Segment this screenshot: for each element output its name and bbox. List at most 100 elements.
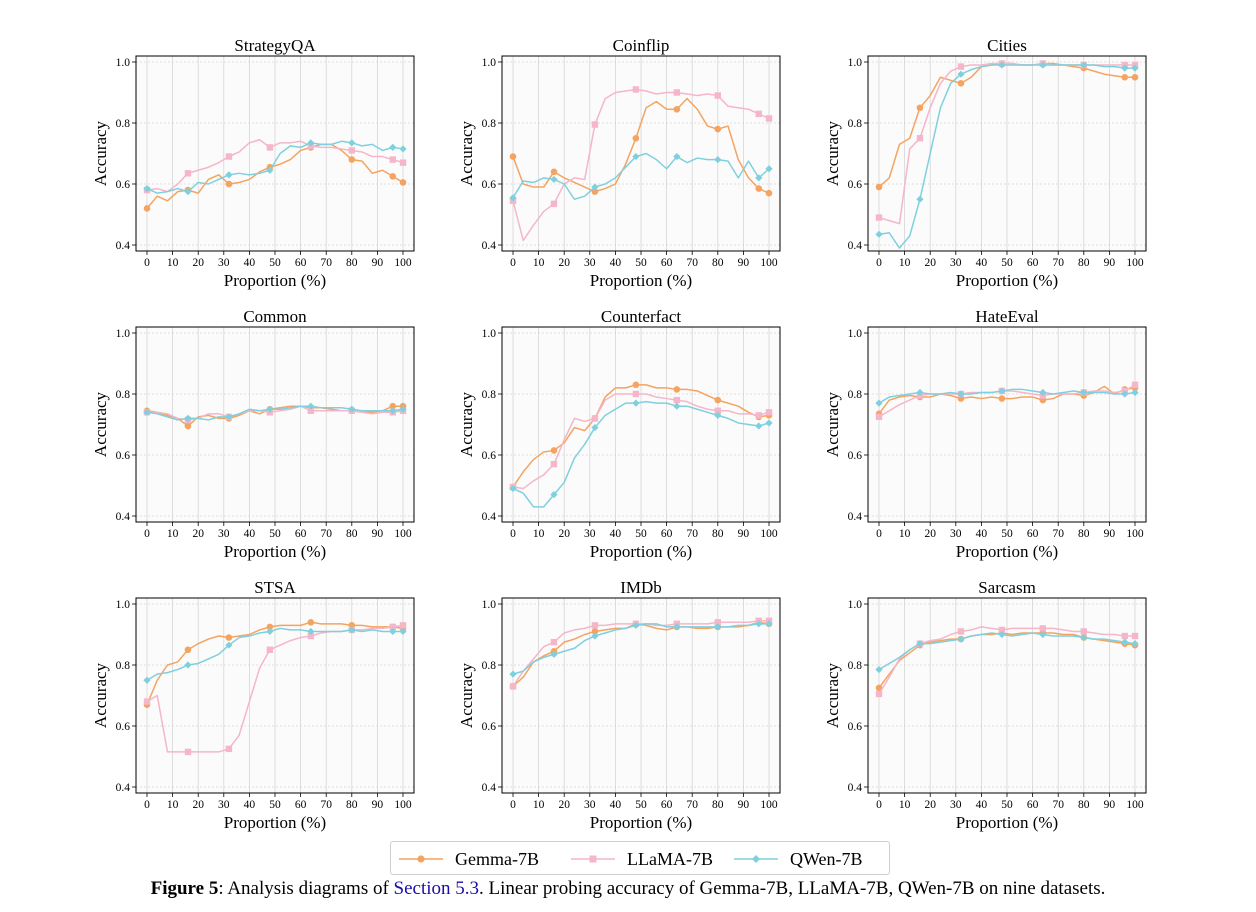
- data-point: [957, 390, 965, 398]
- x-tick-label: 40: [976, 799, 988, 811]
- x-tick-label: 20: [192, 528, 204, 540]
- x-tick-label: 60: [1027, 257, 1039, 269]
- data-point: [755, 620, 763, 628]
- y-tick-label: 0.6: [116, 721, 131, 733]
- data-point: [509, 153, 517, 160]
- y-tick-label: 0.6: [848, 450, 863, 462]
- data-point: [550, 638, 558, 646]
- data-point: [509, 484, 517, 493]
- chart-title: StrategyQA: [234, 36, 316, 55]
- data-point: [998, 630, 1006, 639]
- data-point: [714, 125, 722, 133]
- chart-hateeval: 0 10 20 30 40 50 60 70 80 90 100 0.4 0.6 0.8 1.0 HateEv…: [823, 307, 1147, 561]
- data-point: [307, 139, 315, 147]
- caption-text-after: . Linear probing accuracy of Gemma-7B, L…: [479, 878, 1106, 899]
- x-tick-label: 30: [218, 528, 230, 540]
- data-point: [714, 396, 722, 404]
- legend-swatch-gemma: [399, 855, 443, 863]
- legend-item-gemma: Gemma-7B: [399, 847, 539, 871]
- data-point: [1131, 640, 1139, 648]
- data-point: [765, 409, 773, 416]
- x-axis-label: Proportion (%): [224, 271, 326, 290]
- y-tick-label: 0.6: [116, 450, 131, 462]
- data-point: [673, 402, 681, 410]
- x-axis-label: Proportion (%): [224, 813, 326, 832]
- data-point: [389, 623, 396, 631]
- y-tick-label: 0.8: [482, 389, 497, 401]
- data-point: [714, 619, 721, 626]
- x-tick-label: 40: [610, 528, 622, 540]
- data-point: [673, 105, 681, 113]
- figure-caption: Figure 5: Analysis diagrams of Section 5…: [0, 878, 1256, 900]
- x-tick-label: 40: [610, 257, 622, 269]
- y-tick-label: 0.4: [116, 511, 131, 523]
- data-point: [307, 619, 315, 626]
- data-point: [765, 165, 773, 173]
- data-point: [550, 460, 558, 468]
- chart-counterfact: 0 10 20 30 40 50 60 70 80 90 100 0.4 0.6 0.8 1.0 Counte…: [457, 307, 781, 561]
- x-tick-label: 20: [558, 528, 570, 540]
- x-tick-label: 60: [661, 257, 673, 269]
- data-point: [765, 620, 773, 628]
- x-tick-label: 30: [584, 257, 596, 269]
- data-point: [875, 665, 883, 674]
- x-tick-label: 30: [584, 799, 596, 811]
- data-point: [1039, 61, 1047, 69]
- y-tick-label: 1.0: [482, 328, 497, 340]
- data-point: [632, 86, 640, 93]
- legend-item-qwen: QWen-7B: [734, 847, 863, 871]
- data-point: [550, 650, 558, 658]
- y-tick-label: 0.8: [116, 118, 131, 130]
- data-point: [184, 748, 192, 756]
- data-point: [184, 422, 192, 430]
- plot-frame: [135, 55, 415, 252]
- data-point: [389, 627, 397, 636]
- data-point: [591, 183, 599, 191]
- data-point: [550, 168, 558, 176]
- data-point: [307, 627, 315, 636]
- series-qwen-7b: [875, 630, 1139, 674]
- chart-common: 0 10 20 30 40 50 60 70 80 90 100 0.4 0.6 0.8 1.0 Common…: [91, 307, 415, 561]
- data-point: [399, 405, 407, 413]
- y-axis-label: Accuracy: [457, 391, 476, 457]
- x-tick-label: 80: [712, 528, 724, 540]
- data-point: [755, 110, 762, 118]
- data-point: [755, 174, 763, 182]
- y-tick-label: 1.0: [848, 328, 863, 340]
- data-point: [957, 628, 965, 635]
- x-tick-label: 20: [192, 799, 204, 811]
- x-tick-label: 50: [1001, 528, 1013, 540]
- y-axis-label: Accuracy: [823, 120, 842, 186]
- data-point: [348, 139, 356, 147]
- x-tick-label: 60: [1027, 528, 1039, 540]
- x-tick-label: 20: [924, 257, 936, 269]
- data-point: [1131, 64, 1139, 72]
- data-point: [399, 627, 407, 636]
- data-point: [765, 419, 773, 427]
- x-axis-label: Proportion (%): [590, 813, 692, 832]
- data-point: [765, 189, 773, 197]
- data-point: [673, 623, 681, 631]
- data-point: [1121, 632, 1128, 640]
- y-tick-label: 0.6: [482, 179, 497, 191]
- series-qwen-7b: [509, 399, 773, 508]
- x-tick-label: 0: [510, 528, 516, 540]
- x-tick-label: 10: [167, 799, 179, 811]
- y-axis-label: Accuracy: [457, 120, 476, 186]
- x-tick-label: 70: [686, 799, 698, 811]
- y-tick-label: 0.8: [482, 118, 497, 130]
- data-point: [399, 145, 407, 153]
- data-point: [1080, 61, 1088, 69]
- series-gemma-7b: [509, 97, 773, 197]
- data-point: [509, 670, 517, 678]
- data-point: [307, 407, 315, 414]
- legend-label-qwen: QWen-7B: [790, 848, 863, 869]
- x-tick-label: 30: [950, 528, 962, 540]
- y-tick-label: 1.0: [116, 328, 131, 340]
- x-tick-label: 90: [372, 528, 384, 540]
- caption-section-link[interactable]: Section 5.3: [393, 878, 480, 899]
- x-tick-label: 70: [686, 528, 698, 540]
- data-point: [591, 622, 599, 629]
- x-tick-label: 30: [218, 799, 230, 811]
- data-point: [266, 144, 274, 151]
